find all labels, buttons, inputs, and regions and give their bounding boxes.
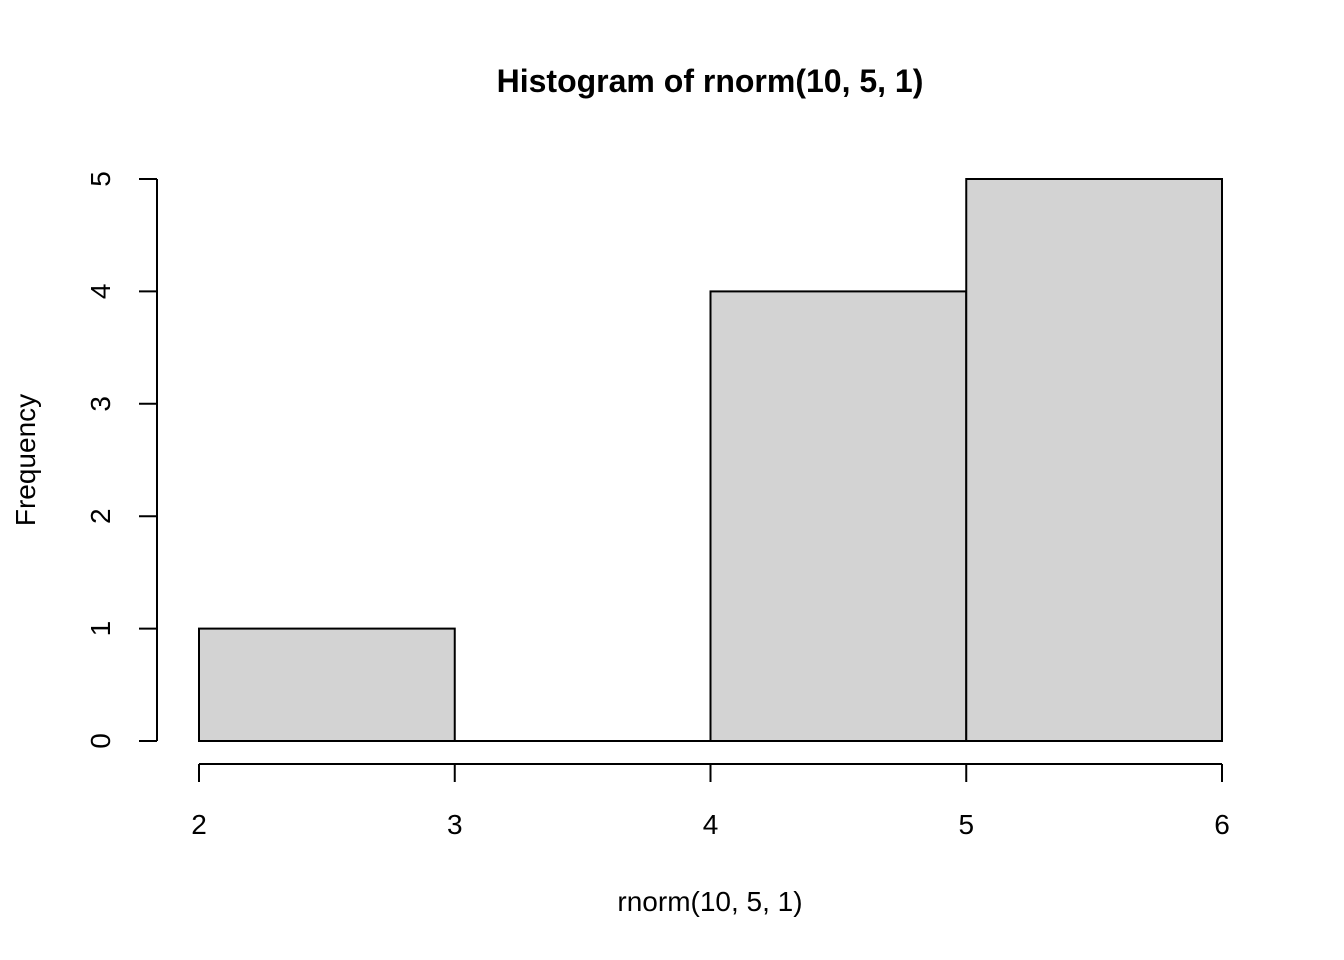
x-tick-label: 4: [703, 809, 719, 840]
x-tick-label: 5: [958, 809, 974, 840]
histogram-bar-3: [709, 290, 968, 742]
x-tick-label: 2: [191, 809, 207, 840]
x-axis-label: rnorm(10, 5, 1): [617, 886, 802, 917]
histogram-bar-4: [965, 178, 1223, 742]
x-tick-label: 6: [1214, 809, 1230, 840]
y-axis: 0 1 2 3 4 5: [85, 171, 158, 749]
x-axis: 2 3 4 5 6: [191, 763, 1230, 840]
y-axis-label: Frequency: [10, 394, 41, 526]
y-tick-label: 0: [85, 733, 116, 749]
histogram-bar-1: [198, 627, 456, 742]
y-tick-label: 4: [85, 284, 116, 300]
y-tick-label: 3: [85, 396, 116, 412]
y-tick-label: 2: [85, 508, 116, 524]
bars-group: [198, 178, 1223, 742]
y-tick-label: 1: [85, 621, 116, 637]
x-tick-label: 3: [447, 809, 463, 840]
y-tick-label: 5: [85, 171, 116, 187]
chart-title: Histogram of rnorm(10, 5, 1): [497, 63, 924, 99]
